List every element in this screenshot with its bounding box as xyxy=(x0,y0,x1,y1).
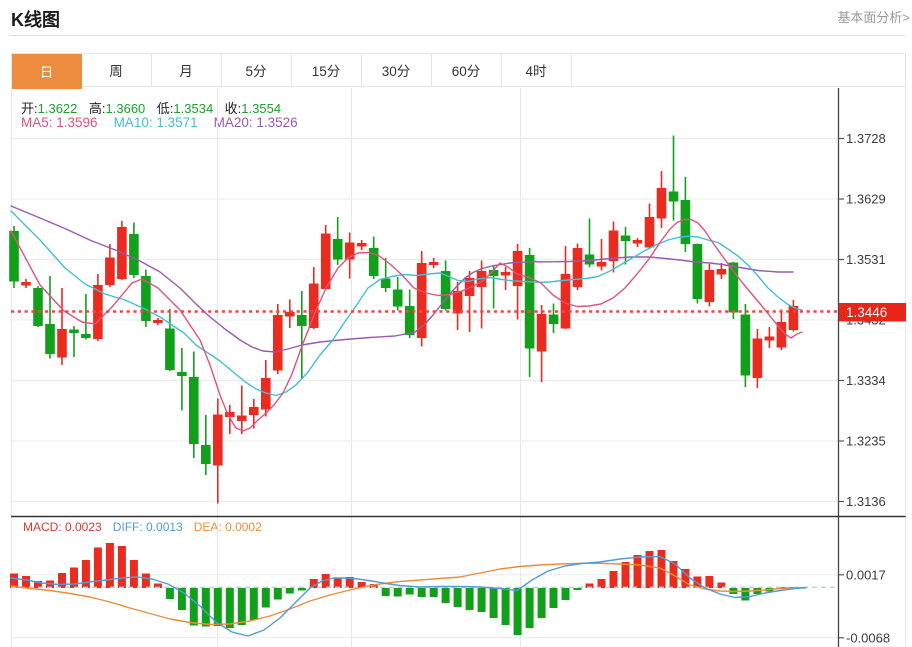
svg-text:1.3728: 1.3728 xyxy=(846,131,886,146)
svg-text:1.3334: 1.3334 xyxy=(846,373,886,388)
svg-text:1.3629: 1.3629 xyxy=(846,192,886,207)
svg-text:1.3446: 1.3446 xyxy=(846,305,887,320)
svg-text:-0.0068: -0.0068 xyxy=(846,630,890,645)
svg-text:1.3235: 1.3235 xyxy=(846,434,886,449)
svg-text:0.0017: 0.0017 xyxy=(846,567,886,582)
svg-text:1.3531: 1.3531 xyxy=(846,252,886,267)
svg-text:1.3136: 1.3136 xyxy=(846,494,886,509)
